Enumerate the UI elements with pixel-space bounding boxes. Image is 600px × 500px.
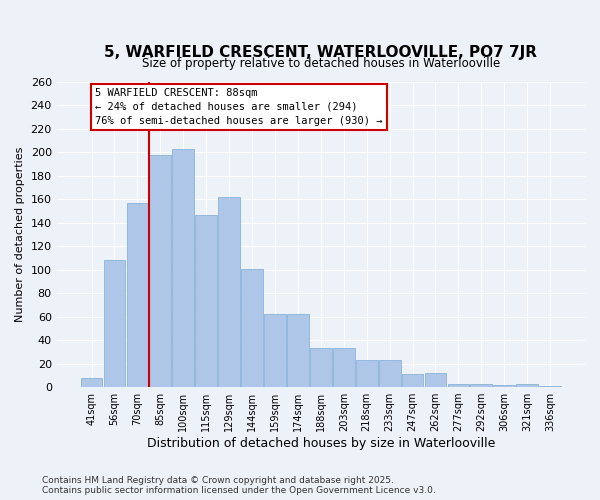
- Bar: [264, 314, 286, 387]
- Bar: [241, 268, 263, 387]
- Bar: [310, 348, 332, 387]
- Bar: [448, 384, 469, 387]
- Bar: [379, 360, 401, 387]
- Bar: [356, 360, 377, 387]
- Bar: [401, 374, 424, 387]
- Bar: [127, 203, 148, 387]
- X-axis label: Distribution of detached houses by size in Waterlooville: Distribution of detached houses by size …: [146, 437, 495, 450]
- Bar: [287, 314, 309, 387]
- Bar: [333, 348, 355, 387]
- Bar: [218, 197, 240, 387]
- Title: 5, WARFIELD CRESCENT, WATERLOOVILLE, PO7 7JR: 5, WARFIELD CRESCENT, WATERLOOVILLE, PO7…: [104, 45, 538, 60]
- Bar: [425, 373, 446, 387]
- Bar: [80, 378, 103, 387]
- Bar: [470, 384, 492, 387]
- Bar: [539, 386, 561, 387]
- Bar: [104, 260, 125, 387]
- Text: Size of property relative to detached houses in Waterlooville: Size of property relative to detached ho…: [142, 57, 500, 70]
- Bar: [493, 384, 515, 387]
- Y-axis label: Number of detached properties: Number of detached properties: [15, 147, 25, 322]
- Text: 5 WARFIELD CRESCENT: 88sqm
← 24% of detached houses are smaller (294)
76% of sem: 5 WARFIELD CRESCENT: 88sqm ← 24% of deta…: [95, 88, 383, 126]
- Bar: [172, 149, 194, 387]
- Bar: [516, 384, 538, 387]
- Bar: [196, 214, 217, 387]
- Text: Contains HM Land Registry data © Crown copyright and database right 2025.
Contai: Contains HM Land Registry data © Crown c…: [42, 476, 436, 495]
- Bar: [149, 155, 171, 387]
